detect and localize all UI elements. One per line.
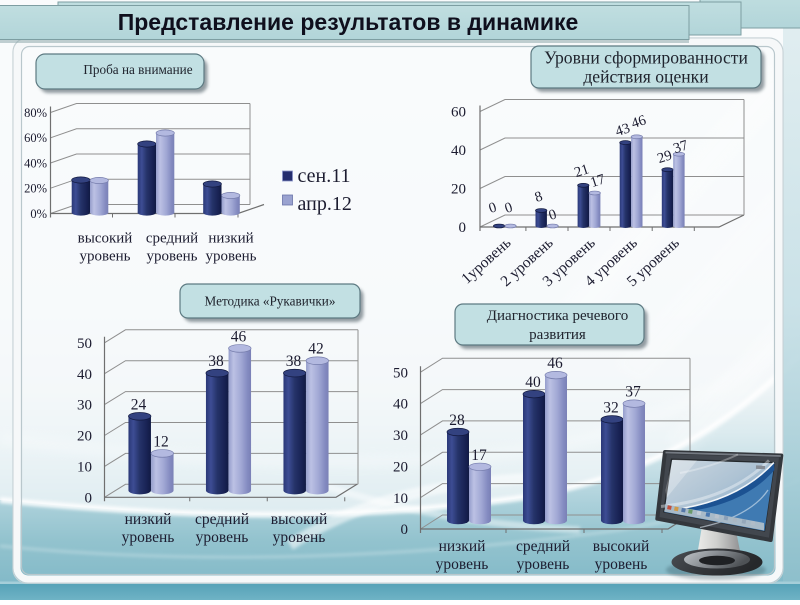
svg-text:Диагностика речевого: Диагностика речевого [487,308,628,324]
svg-text:37: 37 [625,384,641,401]
svg-text:апр.12: апр.12 [298,193,352,215]
svg-text:28: 28 [449,412,465,429]
svg-text:20: 20 [451,182,466,198]
svg-text:17: 17 [471,447,487,464]
svg-text:40: 40 [451,143,466,159]
svg-text:10: 10 [393,491,408,507]
svg-text:высокий: высокий [271,511,327,528]
svg-text:уровень: уровень [273,529,326,546]
svg-text:средний: средний [195,511,249,528]
svg-text:40: 40 [393,397,408,413]
svg-text:42: 42 [308,341,324,358]
svg-text:20: 20 [77,429,92,445]
svg-text:50: 50 [393,365,408,381]
svg-text:Представление результатов в ди: Представление результатов в динамике [118,9,579,35]
svg-text:30: 30 [77,398,92,414]
svg-text:уровень: уровень [79,249,130,265]
svg-text:46: 46 [629,112,648,132]
svg-text:уровень: уровень [205,249,256,265]
svg-text:Проба на внимание: Проба на внимание [83,62,192,77]
svg-text:уровень: уровень [436,556,489,573]
svg-text:средний: средний [146,231,198,247]
svg-text:0: 0 [459,220,467,236]
svg-text:действия оценки: действия оценки [583,67,708,87]
svg-text:10: 10 [77,460,92,476]
svg-text:уровень: уровень [517,556,570,573]
svg-text:12: 12 [153,433,169,450]
svg-text:сен.11: сен.11 [298,165,351,187]
svg-text:0%: 0% [30,207,47,221]
svg-text:32: 32 [603,399,619,416]
svg-text:низкий: низкий [125,511,172,528]
svg-text:0: 0 [401,522,409,538]
svg-text:21: 21 [572,161,591,181]
svg-text:17: 17 [588,171,607,191]
svg-text:30: 30 [393,428,408,444]
svg-text:24: 24 [131,396,147,413]
svg-text:Методика «Рукавички»: Методика «Рукавички» [205,293,336,308]
svg-text:низкий: низкий [439,538,486,555]
svg-text:уровень: уровень [595,556,648,573]
svg-text:38: 38 [286,353,302,370]
svg-text:0: 0 [547,206,559,223]
svg-text:20%: 20% [24,182,47,196]
svg-text:средний: средний [516,538,570,555]
svg-text:50: 50 [77,336,92,352]
svg-text:80%: 80% [24,106,47,120]
svg-text:40: 40 [525,374,541,391]
svg-text:Уровни сформированности: Уровни сформированности [544,47,748,67]
svg-text:уровень: уровень [146,249,197,265]
svg-text:38: 38 [208,353,224,370]
svg-text:40: 40 [77,367,92,383]
svg-text:0: 0 [85,490,93,506]
svg-text:развития: развития [529,327,586,343]
svg-text:46: 46 [547,355,563,372]
svg-text:20: 20 [393,459,408,475]
svg-text:40%: 40% [24,156,47,170]
svg-text:37: 37 [671,137,690,157]
svg-text:29: 29 [655,147,674,167]
svg-text:43: 43 [613,120,632,140]
svg-text:0: 0 [487,199,499,216]
svg-text:высокий: высокий [593,538,649,555]
svg-text:уровень: уровень [122,529,175,546]
svg-text:60: 60 [451,105,466,121]
svg-text:8: 8 [533,188,545,205]
svg-text:высокий: высокий [78,231,133,247]
svg-text:уровень: уровень [196,529,249,546]
svg-text:60%: 60% [24,131,47,145]
svg-text:0: 0 [503,199,515,216]
svg-text:низкий: низкий [208,231,253,247]
svg-text:46: 46 [231,328,247,345]
